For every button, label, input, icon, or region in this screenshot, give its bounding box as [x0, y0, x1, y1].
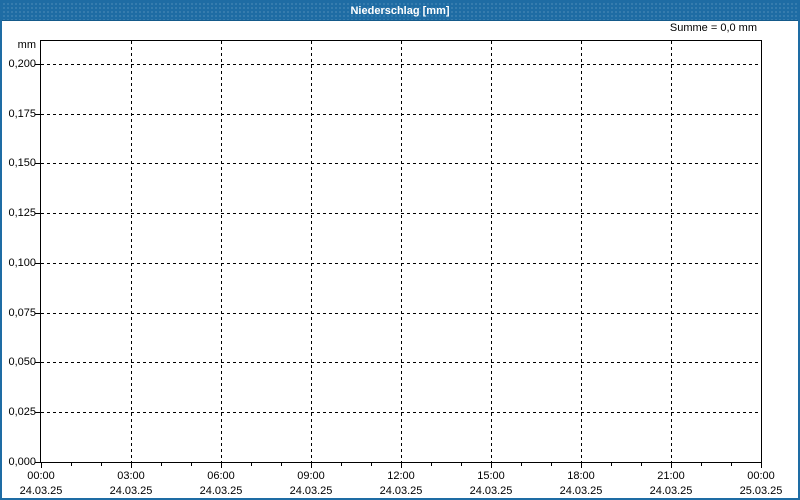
x-axis-major-tick [581, 463, 582, 468]
x-axis-major-tick [311, 463, 312, 468]
y-axis-tick [35, 64, 40, 65]
x-axis-time-label: 18:00 [567, 470, 595, 482]
x-axis-minor-tick [281, 463, 282, 466]
x-axis-minor-tick [371, 463, 372, 466]
x-axis-minor-tick [191, 463, 192, 466]
y-axis-tick-label: 0,000 [8, 456, 36, 468]
x-axis-minor-tick [611, 463, 612, 466]
grid-line-v [221, 41, 222, 462]
x-axis-time-label: 06:00 [207, 470, 235, 482]
y-axis-tick-label: 0,075 [8, 307, 36, 319]
y-axis-tick-label: 0,025 [8, 406, 36, 418]
grid-line-v [131, 41, 132, 462]
x-axis-minor-tick [161, 463, 162, 466]
x-axis-minor-tick [731, 463, 732, 466]
x-axis-time-label: 09:00 [297, 470, 325, 482]
x-axis-time-label: 15:00 [477, 470, 505, 482]
x-axis-date-label: 24.03.25 [199, 485, 243, 497]
y-axis-unit-label: mm [17, 39, 36, 51]
y-axis-tick [35, 114, 40, 115]
x-axis-minor-tick [251, 463, 252, 466]
x-axis-minor-tick [551, 463, 552, 466]
chart-title-bar: Niederschlag [mm] [2, 2, 798, 21]
y-axis-tick [35, 462, 40, 463]
x-axis-major-tick [671, 463, 672, 468]
sum-annotation: Summe = 0,0 mm [669, 22, 757, 34]
x-axis-minor-tick [71, 463, 72, 466]
y-axis-tick-label: 0,200 [8, 58, 36, 70]
x-axis-minor-tick [521, 463, 522, 466]
x-axis-time-label: 12:00 [387, 470, 415, 482]
y-axis-tick-label: 0,100 [8, 257, 36, 269]
y-axis-tick [35, 263, 40, 264]
grid-line-v [401, 41, 402, 462]
x-axis-date-label: 24.03.25 [289, 485, 333, 497]
x-axis-major-tick [131, 463, 132, 468]
x-axis-time-label: 00:00 [27, 470, 55, 482]
y-axis-tick-label: 0,175 [8, 108, 36, 120]
x-axis-minor-tick [431, 463, 432, 466]
y-axis-tick [35, 362, 40, 363]
x-axis-minor-tick [461, 463, 462, 466]
x-axis-time-label: 21:00 [657, 470, 685, 482]
x-axis-date-label: 24.03.25 [469, 485, 513, 497]
grid-line-v [671, 41, 672, 462]
x-axis-time-label: 03:00 [117, 470, 145, 482]
chart-title: Niederschlag [mm] [350, 5, 450, 17]
grid-line-v [311, 41, 312, 462]
grid-line-v [491, 41, 492, 462]
x-axis-minor-tick [341, 463, 342, 466]
y-axis-tick-label: 0,125 [8, 207, 36, 219]
y-axis-tick [35, 313, 40, 314]
x-axis-minor-tick [701, 463, 702, 466]
x-axis-major-tick [491, 463, 492, 468]
x-axis-major-tick [41, 463, 42, 468]
x-axis-minor-tick [641, 463, 642, 466]
y-axis-tick [35, 163, 40, 164]
grid-line-v [581, 41, 582, 462]
x-axis-major-tick [221, 463, 222, 468]
x-axis-major-tick [401, 463, 402, 468]
x-axis-major-tick [761, 463, 762, 468]
y-axis-tick [35, 213, 40, 214]
x-axis-date-label: 24.03.25 [559, 485, 603, 497]
x-axis-date-label: 24.03.25 [109, 485, 153, 497]
x-axis-minor-tick [101, 463, 102, 466]
plot-area [40, 40, 762, 463]
y-axis-tick-label: 0,150 [8, 157, 36, 169]
x-axis-date-label: 24.03.25 [379, 485, 423, 497]
y-axis-tick [35, 412, 40, 413]
x-axis-date-label: 25.03.25 [739, 485, 783, 497]
y-axis-tick-label: 0,050 [8, 356, 36, 368]
x-axis-time-label: 00:00 [747, 470, 775, 482]
x-axis-date-label: 24.03.25 [19, 485, 63, 497]
x-axis-date-label: 24.03.25 [649, 485, 693, 497]
